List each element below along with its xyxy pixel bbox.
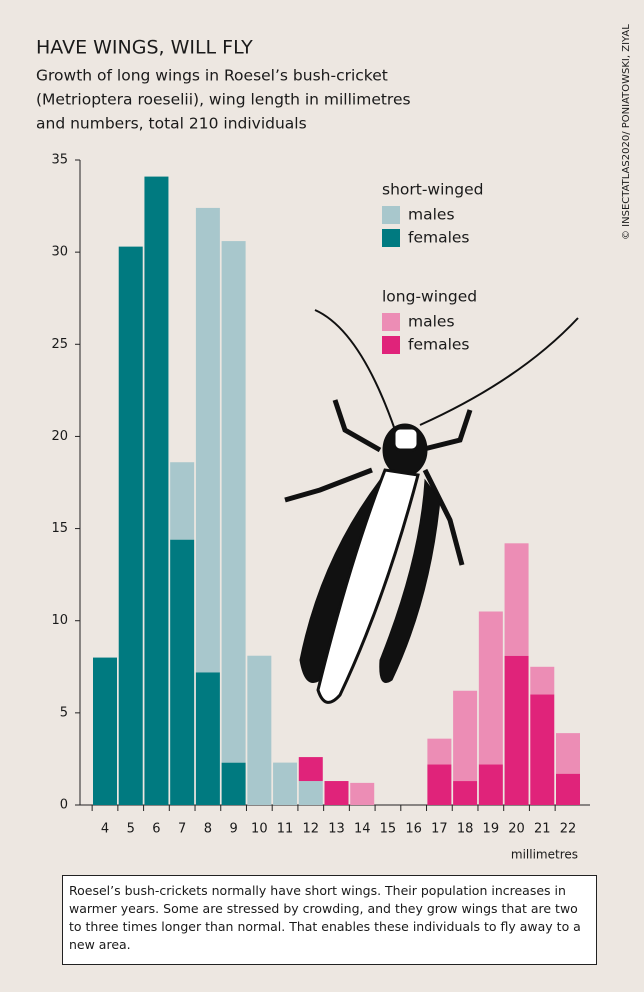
legend-swatch (382, 313, 400, 331)
legend-swatch (382, 206, 400, 224)
y-tick-label: 0 (60, 798, 68, 813)
legend-label: females (408, 336, 470, 354)
x-tick-label: 17 (431, 822, 448, 837)
x-tick-label: 9 (229, 822, 237, 837)
bar-segment (195, 672, 220, 805)
x-tick-label: 12 (303, 822, 320, 837)
bar-segment (427, 738, 452, 765)
bar-segment (504, 655, 529, 805)
subtitle: Growth of long wings in Roesel’s bush-cr… (36, 67, 388, 85)
legend-swatch (382, 336, 400, 354)
x-tick-label: 16 (405, 822, 422, 837)
bar-segment (350, 782, 375, 805)
y-tick-label: 30 (51, 245, 68, 260)
x-tick-label: 4 (101, 822, 109, 837)
bar-segment (273, 762, 298, 805)
y-tick-label: 5 (60, 705, 68, 720)
legend-label: females (408, 229, 470, 247)
bar-segment (427, 764, 452, 805)
y-tick-label: 15 (51, 521, 68, 536)
bar-segment (298, 757, 323, 782)
legend-label: males (408, 313, 455, 331)
bar-segment (478, 611, 503, 765)
bar-segment (118, 246, 143, 806)
note: Roesel’s bush-crickets normally have sho… (62, 875, 597, 965)
bar-segment (556, 733, 580, 774)
bar-segment (144, 176, 169, 806)
x-tick-label: 5 (127, 822, 135, 837)
x-tick-label: 10 (251, 822, 268, 837)
bar-segment (453, 781, 478, 805)
bar-segment (530, 666, 555, 695)
bar-segment (247, 655, 272, 805)
bar-segment (221, 762, 246, 805)
cricket-illustration (284, 309, 579, 704)
x-tick-label: 14 (354, 822, 371, 837)
bar-segment (170, 462, 195, 540)
x-tick-label: 18 (457, 822, 474, 837)
subtitle: (Metrioptera roeselii), wing length in m… (36, 91, 411, 109)
bar-segment (478, 764, 503, 805)
y-tick-label: 20 (51, 429, 68, 444)
bar-segment (556, 773, 580, 805)
bar-segment (93, 657, 117, 805)
source: © INSECTATLAS2020/ PONIATOWSKI, ZIYAL (621, 24, 632, 240)
y-tick-label: 25 (51, 337, 68, 352)
bar-segment (453, 690, 478, 782)
legend-swatch (382, 229, 400, 247)
bar-segment (170, 539, 195, 805)
legend-label: males (408, 206, 455, 224)
y-tick-label: 10 (51, 613, 68, 628)
chart-title: HAVE WINGS, WILL FLY (36, 37, 253, 59)
bar-segment (298, 781, 323, 805)
x-axis-label: millimetres (511, 848, 578, 862)
bar-segment (504, 543, 529, 656)
legend-title: short-winged (382, 181, 483, 199)
x-tick-label: 22 (560, 822, 577, 837)
y-tick-label: 35 (51, 153, 68, 168)
bar-segment (195, 207, 220, 673)
x-tick-label: 21 (534, 822, 551, 837)
x-tick-label: 11 (277, 822, 294, 837)
x-tick-label: 8 (204, 822, 212, 837)
x-tick-label: 7 (178, 822, 186, 837)
bar-segment (530, 694, 555, 805)
x-tick-label: 15 (380, 822, 397, 837)
bar-segment (221, 241, 246, 763)
bar-segment (324, 781, 349, 805)
x-tick-label: 13 (328, 822, 345, 837)
x-tick-label: 19 (483, 822, 500, 837)
x-tick-label: 20 (508, 822, 525, 837)
chart: HAVE WINGS, WILL FLY Growth of long wing… (36, 24, 632, 862)
subtitle: and numbers, total 210 individuals (36, 115, 307, 133)
legend-title: long-winged (382, 288, 477, 306)
x-tick-label: 6 (152, 822, 160, 837)
